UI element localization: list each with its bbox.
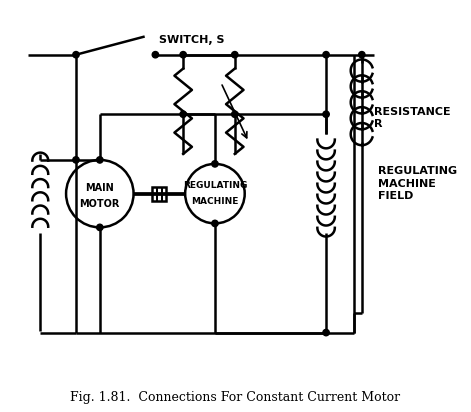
Circle shape — [152, 52, 159, 58]
Text: RESISTANCE
R: RESISTANCE R — [374, 108, 450, 129]
Circle shape — [73, 52, 79, 58]
Circle shape — [323, 52, 329, 58]
Text: Fig. 1.81.  Connections For Constant Current Motor: Fig. 1.81. Connections For Constant Curr… — [71, 391, 400, 404]
Text: REGULATING: REGULATING — [183, 181, 247, 190]
Circle shape — [180, 52, 187, 58]
Circle shape — [232, 111, 238, 117]
Text: MACHINE: MACHINE — [191, 197, 239, 206]
Text: MOTOR: MOTOR — [80, 199, 120, 208]
Text: MAIN: MAIN — [85, 183, 114, 193]
Text: REGULATING
MACHINE
FIELD: REGULATING MACHINE FIELD — [378, 166, 457, 201]
Circle shape — [212, 161, 218, 167]
Circle shape — [73, 157, 79, 163]
Circle shape — [180, 111, 187, 117]
Text: SWITCH, S: SWITCH, S — [159, 35, 225, 45]
Circle shape — [97, 157, 103, 163]
Circle shape — [97, 224, 103, 231]
Circle shape — [358, 52, 365, 58]
Circle shape — [232, 52, 238, 58]
Circle shape — [323, 330, 329, 336]
Circle shape — [323, 111, 329, 117]
Circle shape — [212, 220, 218, 227]
